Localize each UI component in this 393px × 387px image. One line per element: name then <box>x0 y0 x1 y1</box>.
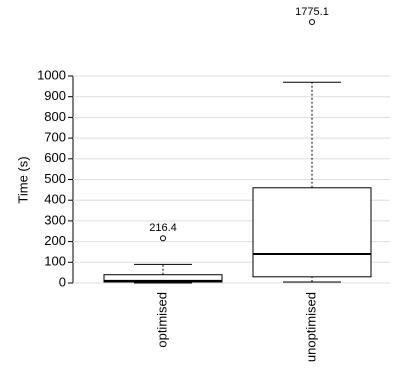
y-tick-label: 300 <box>44 212 66 227</box>
y-tick-label: 200 <box>44 233 66 248</box>
y-tick-label: 800 <box>44 109 66 124</box>
outlier <box>160 235 166 242</box>
box <box>103 274 223 283</box>
box <box>252 187 372 278</box>
y-tick-label: 500 <box>44 171 66 186</box>
y-tick-label: 700 <box>44 130 66 145</box>
y-tick-label: 400 <box>44 192 66 207</box>
y-tick-label: 100 <box>44 254 66 269</box>
x-tick-label: unoptimised <box>303 292 318 362</box>
outlier <box>309 19 315 25</box>
x-tick-label: optimised <box>154 292 169 348</box>
outlier-label: 1775.1 <box>295 6 329 18</box>
y-tick-label: 600 <box>44 150 66 165</box>
outlier-label: 216.4 <box>149 222 177 234</box>
y-tick-label: 900 <box>44 88 66 103</box>
y-tick-label: 0 <box>59 274 66 289</box>
y-tick-label: 1000 <box>37 67 66 82</box>
y-axis-label: Time (s) <box>15 156 30 203</box>
